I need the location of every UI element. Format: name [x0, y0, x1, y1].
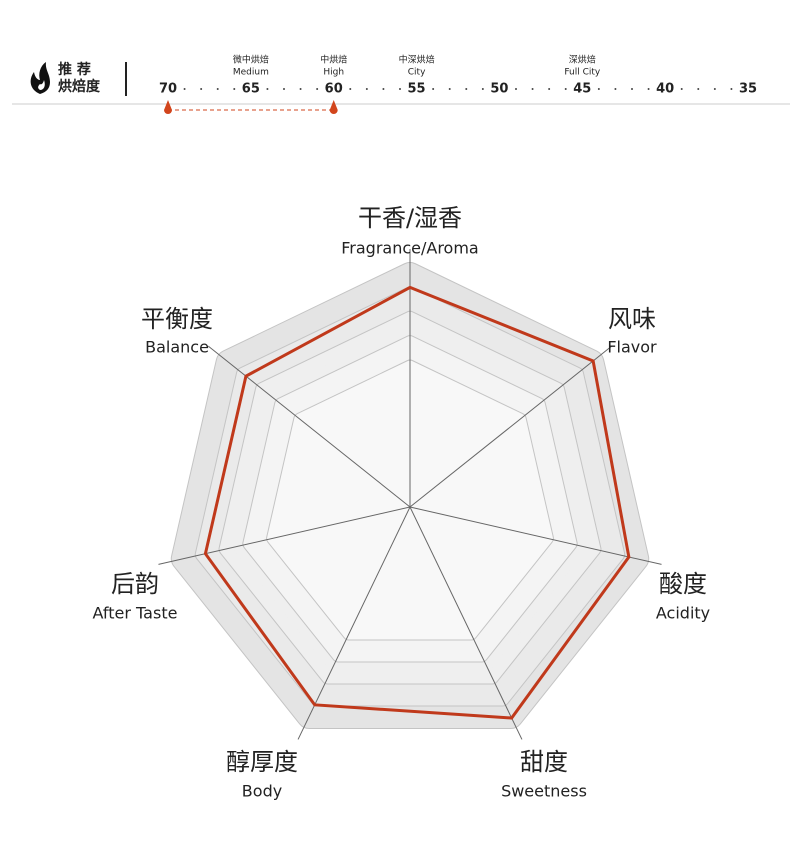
roast-level-label: 中烘焙 — [320, 54, 347, 66]
scale-minor-tick — [365, 88, 368, 90]
scale-tick-label: 55 — [408, 82, 426, 97]
scale-minor-tick — [200, 88, 203, 90]
scale-minor-tick — [283, 88, 285, 90]
scale-minor-tick — [233, 88, 236, 90]
axis-sublabel: Fragrance/Aroma — [341, 239, 478, 258]
roast-level-sublabel: High — [323, 68, 344, 78]
scale-tick-label: 70 — [159, 82, 177, 97]
scale-minor-tick — [399, 88, 401, 90]
scale-minor-tick — [680, 88, 683, 90]
axis-sublabel: Flavor — [607, 338, 657, 357]
range-marker — [329, 100, 338, 114]
scale-minor-tick — [349, 88, 352, 90]
scale-minor-tick — [299, 88, 302, 90]
scale-minor-tick — [216, 88, 219, 90]
scale-minor-tick — [515, 88, 517, 90]
axis-label: 甜度 — [520, 748, 568, 776]
axis-line — [158, 506, 411, 565]
scale-minor-tick — [697, 88, 700, 90]
axis-line — [207, 345, 411, 508]
axis-label: 风味 — [608, 305, 656, 333]
scale-minor-tick — [316, 88, 319, 90]
scale-minor-tick — [183, 88, 186, 90]
flame-icon — [30, 62, 50, 94]
roast-title: 推 荐 — [58, 61, 91, 78]
roast-level-label: 深烘焙 — [569, 54, 596, 66]
score-line — [203, 285, 631, 720]
axis-sublabel: Acidity — [656, 604, 710, 623]
axis-line — [409, 506, 523, 740]
scale-tick-label: 65 — [242, 82, 260, 97]
scale-minor-tick — [432, 88, 435, 90]
axis-line — [297, 506, 411, 740]
scale-minor-tick — [531, 88, 534, 90]
scale-minor-tick — [597, 88, 600, 90]
scale-minor-tick — [481, 88, 484, 90]
scale-minor-tick — [448, 88, 451, 90]
axis-label: 后韵 — [111, 570, 159, 598]
scale-minor-tick — [647, 88, 650, 90]
scale-tick-label: 45 — [573, 82, 591, 97]
scale-minor-tick — [382, 88, 385, 90]
roast-level-sublabel: Full City — [564, 68, 601, 78]
roast-level-sublabel: Medium — [233, 68, 269, 78]
roast-level-label: 中深烘焙 — [399, 54, 435, 66]
scale-tick-label: 40 — [656, 82, 674, 97]
roast-level-sublabel: City — [408, 68, 426, 78]
axis-line — [409, 345, 613, 508]
scale-minor-tick — [730, 88, 733, 90]
scale-minor-tick — [548, 88, 551, 90]
axis-label: 酸度 — [659, 570, 707, 598]
scale-minor-tick — [713, 88, 716, 90]
scale-minor-tick — [465, 88, 468, 90]
range-marker — [164, 100, 172, 114]
scale-minor-tick — [564, 88, 567, 90]
scale-tick-label: 35 — [739, 82, 757, 97]
scale-tick-label: 50 — [490, 82, 508, 97]
roast-title: 烘焙度 — [58, 78, 101, 95]
scale-minor-tick — [631, 88, 633, 90]
scale-minor-tick — [266, 88, 269, 90]
axis-sublabel: After Taste — [93, 604, 178, 623]
axis-line — [409, 506, 662, 565]
axis-sublabel: Balance — [145, 338, 209, 357]
axis-sublabel: Body — [242, 782, 282, 801]
roast-level-label: 微中烘焙 — [233, 54, 269, 66]
scale-tick-label: 60 — [325, 82, 343, 97]
axis-label: 平衡度 — [141, 305, 213, 333]
scale-minor-tick — [614, 88, 617, 90]
axis-label: 干香/湿香 — [358, 204, 462, 232]
axis-sublabel: Sweetness — [501, 782, 587, 801]
axis-label: 醇厚度 — [226, 748, 298, 776]
